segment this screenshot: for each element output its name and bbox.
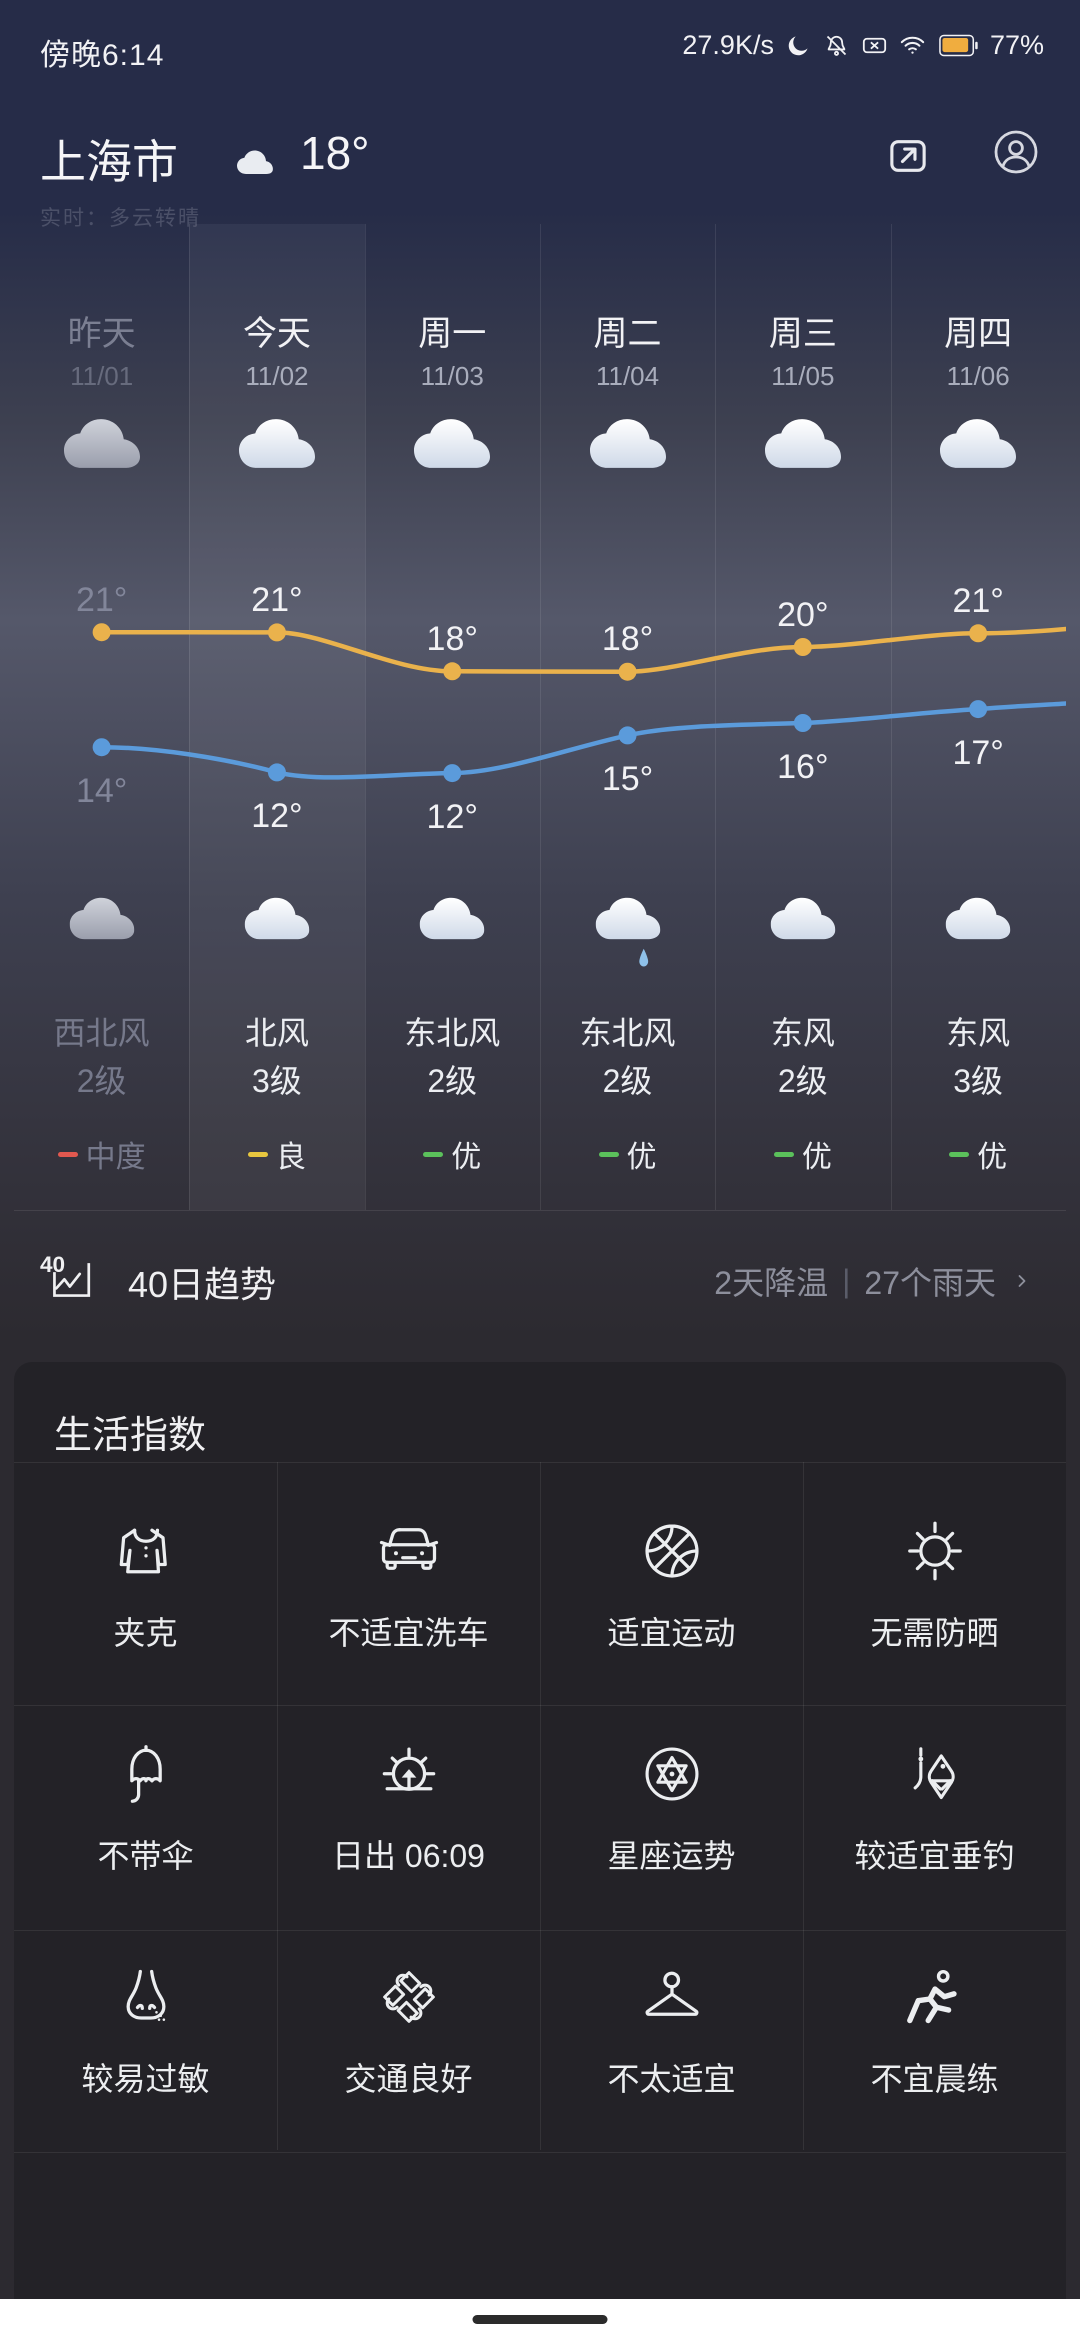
svg-text:40: 40 — [40, 1252, 65, 1277]
